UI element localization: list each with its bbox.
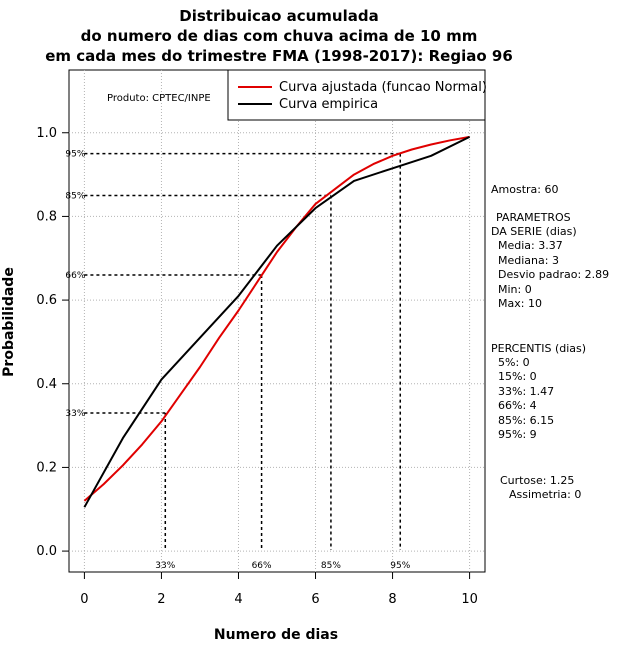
stat-p85: 85%: 6.15	[498, 414, 554, 427]
legend-box	[227, 69, 486, 121]
stat-params-title-2: DA SERIE (dias)	[491, 225, 577, 238]
stat-p15: 15%: 0	[498, 370, 537, 383]
stat-max: Max: 10	[498, 297, 542, 310]
stat-stddev: Desvio padrao: 2.89	[498, 268, 609, 281]
x-tick-label-4: 8	[388, 592, 396, 607]
percentile-label-y-2: 85%	[65, 192, 85, 202]
stat-sample: Amostra: 60	[491, 183, 558, 196]
percentile-label-x-1: 66%	[252, 561, 272, 571]
stat-p95: 95%: 9	[498, 428, 537, 441]
chart-title-line-3: em cada mes do trimestre FMA (1998-2017)…	[45, 47, 513, 65]
product-annotation: Produto: CPTEC/INPE	[107, 93, 211, 104]
percentile-markers: 33% 33% 66% 66% 85% 85% 95% 95%	[65, 150, 410, 571]
statistics-panel: Amostra: 60 PARAMETROS DA SERIE (dias) M…	[491, 183, 609, 501]
y-axis-title: Probabilidade	[1, 267, 17, 377]
grid	[69, 70, 485, 572]
stat-params-title-1: PARAMETROS	[496, 211, 571, 224]
axis-ticks: 0 2 4 6 8 10 0.0 0.2 0.4 0.6 0.8 1.0	[36, 126, 478, 607]
y-tick-label-2: 0.4	[36, 377, 57, 392]
stat-min: Min: 0	[498, 283, 532, 296]
y-tick-label-1: 0.2	[36, 460, 57, 475]
series-fitted-normal	[83, 135, 470, 502]
percentile-label-x-3: 95%	[390, 561, 410, 571]
x-tick-label-1: 2	[157, 592, 165, 607]
percentile-label-y-1: 66%	[65, 271, 85, 281]
stat-p33: 33%: 1.47	[498, 385, 554, 398]
series-lines	[83, 135, 471, 508]
stat-p5: 5%: 0	[498, 356, 530, 369]
plot-frame	[68, 69, 486, 573]
x-tick-label-2: 4	[234, 592, 242, 607]
x-axis-title: Numero de dias	[214, 627, 338, 643]
stat-p66: 66%: 4	[498, 399, 537, 412]
stat-mean: Media: 3.37	[498, 239, 563, 252]
legend: Curva ajustada (funcao Normal) Curva emp…	[227, 69, 487, 121]
y-tick-label-5: 1.0	[36, 126, 57, 141]
percentile-label-y-0: 33%	[65, 409, 85, 419]
x-tick-label-3: 6	[311, 592, 319, 607]
stat-median: Mediana: 3	[498, 254, 559, 267]
y-tick-label-4: 0.8	[36, 209, 57, 224]
percentile-label-x-0: 33%	[155, 561, 175, 571]
percentile-label-x-2: 85%	[321, 561, 341, 571]
stat-kurtosis: Curtose: 1.25	[500, 474, 574, 487]
legend-label-fitted: Curva ajustada (funcao Normal)	[279, 80, 487, 95]
percentile-label-y-3: 95%	[65, 150, 85, 160]
chart-title-line-2: do numero de dias com chuva acima de 10 …	[81, 27, 478, 45]
legend-label-empirical: Curva empirica	[279, 97, 378, 112]
stat-percentiles-title: PERCENTIS (dias)	[491, 342, 586, 355]
series-empirical	[83, 136, 471, 508]
x-tick-label-5: 10	[461, 592, 478, 607]
y-tick-label-0: 0.0	[36, 544, 57, 559]
chart-title-line-1: Distribuicao acumulada	[179, 7, 378, 25]
x-tick-label-0: 0	[80, 592, 88, 607]
y-tick-label-3: 0.6	[36, 293, 57, 308]
stat-skewness: Assimetria: 0	[509, 488, 581, 501]
